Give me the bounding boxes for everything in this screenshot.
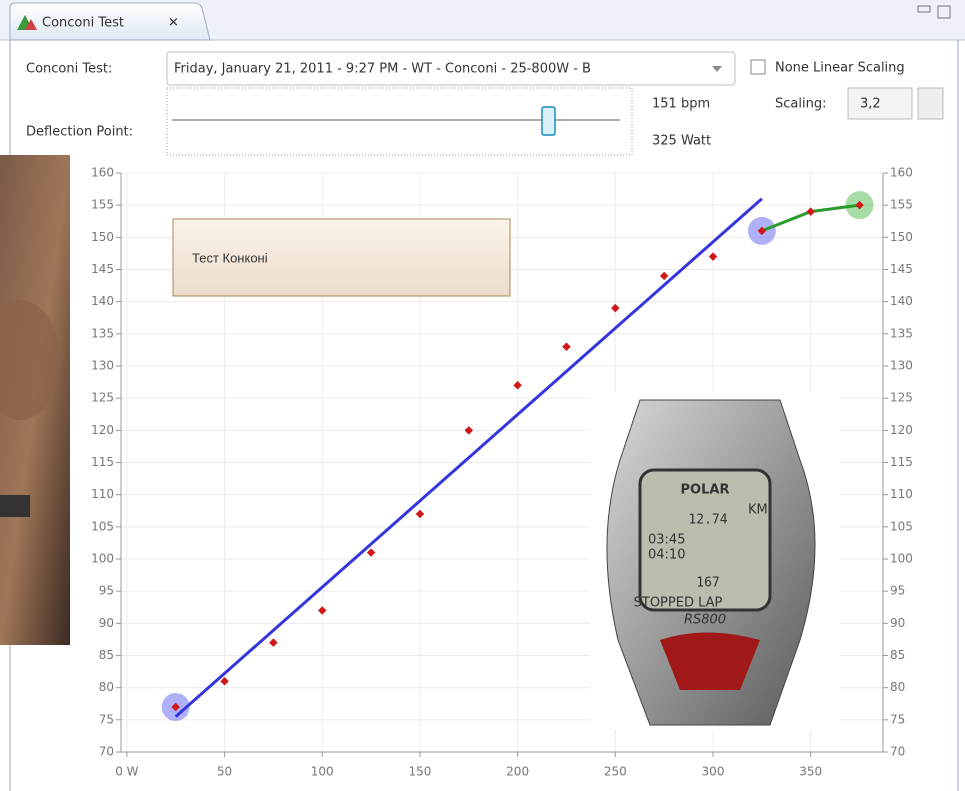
point xyxy=(513,381,522,390)
watch-distance: 12.74 xyxy=(688,513,727,528)
y2-tick-label: 135 xyxy=(890,326,913,340)
y-tick-label: 115 xyxy=(91,455,114,469)
y-tick-label: 85 xyxy=(99,648,114,662)
y-tick-label: 75 xyxy=(99,712,114,726)
y2-tick-label: 110 xyxy=(890,487,913,501)
y2-tick-label: 70 xyxy=(890,745,905,759)
watch-time: 04:10 xyxy=(648,548,685,563)
x-tick-label: 100 xyxy=(311,765,334,779)
y2-tick-label: 75 xyxy=(890,712,905,726)
checkbox-label: None Linear Scaling xyxy=(775,61,905,76)
y-tick-label: 130 xyxy=(91,359,114,373)
x-tick-label: 350 xyxy=(799,765,822,779)
x-tick-label: 200 xyxy=(506,765,529,779)
y2-tick-label: 130 xyxy=(890,359,913,373)
watch-heart-rate: 167 xyxy=(696,576,719,591)
y-tick-label: 145 xyxy=(91,262,114,276)
deflection-label: Deflection Point: xyxy=(26,125,133,140)
watt-value: 325 Watt xyxy=(652,134,711,149)
point xyxy=(415,509,425,519)
overlay-box xyxy=(172,218,511,297)
point xyxy=(611,303,620,313)
x-tick-label: 250 xyxy=(604,765,627,779)
y2-tick-label: 105 xyxy=(890,519,913,533)
scaling-value: 3,2 xyxy=(860,97,881,112)
tab-icon xyxy=(25,19,37,30)
test-label: Conconi Test: xyxy=(26,62,112,77)
y-tick-label: 155 xyxy=(91,198,114,212)
athlete-photo xyxy=(0,495,30,517)
y-tick-label: 135 xyxy=(91,326,114,340)
point xyxy=(464,426,474,435)
watch-screen xyxy=(638,468,772,612)
bpm-value: 151 bpm xyxy=(652,97,710,112)
watch-status: STOPPED LAP xyxy=(634,596,723,611)
y2-tick-label: 100 xyxy=(890,552,913,566)
watch-unit: KM xyxy=(748,503,768,518)
y2-tick-label: 90 xyxy=(890,616,905,630)
tab-title: Conconi Test xyxy=(42,16,124,31)
watch-sensor xyxy=(660,632,760,690)
y2-tick-label: 155 xyxy=(890,198,913,212)
maximize-button[interactable] xyxy=(937,5,951,19)
slider-thumb[interactable] xyxy=(541,106,556,136)
dropdown-arrow xyxy=(712,66,722,72)
minimize-button[interactable] xyxy=(917,5,931,13)
y-tick-label: 105 xyxy=(91,519,114,533)
point xyxy=(318,606,327,615)
point xyxy=(366,548,376,557)
x-tick-label: 300 xyxy=(702,765,725,779)
scaling-label: Scaling: xyxy=(775,97,826,112)
y-tick-label: 140 xyxy=(91,294,114,308)
y2-tick-label: 150 xyxy=(890,230,913,244)
point xyxy=(659,271,669,281)
test-dropdown[interactable] xyxy=(166,51,736,86)
y-tick-label: 150 xyxy=(91,230,114,244)
y-tick-label: 80 xyxy=(99,680,114,694)
x-tick-label: 50 xyxy=(217,765,232,779)
y2-tick-label: 160 xyxy=(890,166,913,180)
test-dropdown-value: Friday, January 21, 2011 - 9:27 PM - WT … xyxy=(174,62,591,77)
checkbox[interactable] xyxy=(750,59,766,75)
scaling-spinner[interactable] xyxy=(917,87,944,120)
y-tick-label: 125 xyxy=(91,391,114,405)
athlete-photo xyxy=(0,300,60,420)
y2-tick-label: 125 xyxy=(890,391,913,405)
scaling-input[interactable] xyxy=(847,87,913,120)
y-tick-label: 120 xyxy=(91,423,114,437)
x-tick-label: 150 xyxy=(408,765,431,779)
y2-tick-label: 85 xyxy=(890,648,905,662)
y-tick-label: 70 xyxy=(99,745,114,759)
y-tick-label: 95 xyxy=(99,584,114,598)
overlay-title: Тест Конконі xyxy=(192,250,268,265)
y-tick-label: 160 xyxy=(91,166,114,180)
point xyxy=(269,638,278,647)
slider-focus xyxy=(166,87,633,156)
y2-tick-label: 145 xyxy=(890,262,913,276)
tab[interactable] xyxy=(9,2,211,41)
trend-line xyxy=(174,197,763,718)
y2-tick-label: 115 xyxy=(890,455,913,469)
point xyxy=(562,342,571,351)
watch-brand: POLAR xyxy=(681,483,730,498)
y-tick-label: 110 xyxy=(91,487,114,501)
watch-model: RS800 xyxy=(684,613,726,628)
y-tick-label: 90 xyxy=(99,616,114,630)
tab-close[interactable]: ✕ xyxy=(168,16,179,31)
y2-tick-label: 80 xyxy=(890,680,905,694)
y2-tick-label: 120 xyxy=(890,423,913,437)
y2-tick-label: 140 xyxy=(890,294,913,308)
y-tick-label: 100 xyxy=(91,552,114,566)
x-tick-label: 0 W xyxy=(115,765,138,779)
watch-time: 03:45 xyxy=(648,533,685,548)
y2-tick-label: 95 xyxy=(890,584,905,598)
